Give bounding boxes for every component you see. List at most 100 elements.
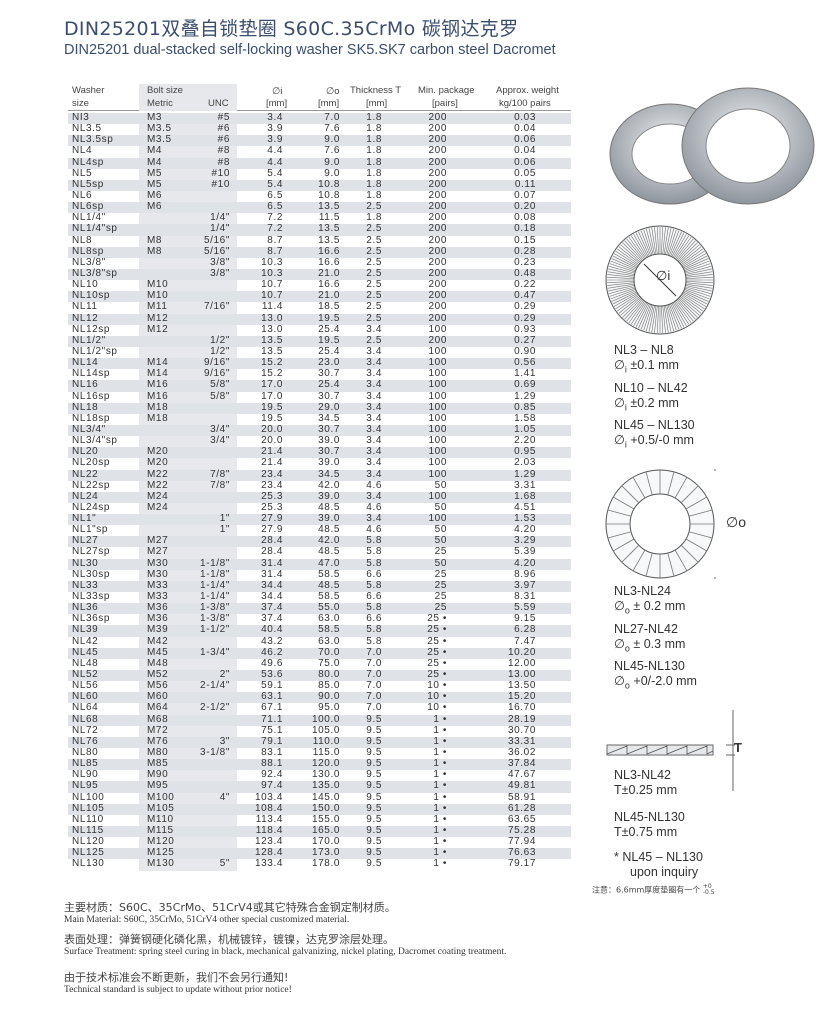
tolerance-range: NL10 – NL42 — [614, 380, 688, 395]
cell-outer-diameter: 165.0 — [311, 825, 340, 836]
cell-bolt-unc: 3-1/8" — [200, 747, 230, 759]
cell-washer-size: NL60 — [72, 691, 99, 703]
cell-min-package: 100 — [428, 513, 447, 525]
cell-inner-diameter: 37.4 — [261, 613, 283, 625]
cell-outer-diameter: 39.0 — [318, 435, 340, 447]
cell-washer-size: NL16 — [72, 379, 99, 391]
cell-bolt-unc: 3/8" — [210, 256, 230, 268]
cell-thickness: 5.8 — [366, 557, 382, 569]
cell-thickness: 7.0 — [366, 646, 382, 658]
cell-min-package: 50 — [434, 557, 447, 569]
cell-weight: 0.95 — [514, 446, 536, 458]
cell-washer-size: NL27sp — [72, 546, 111, 558]
cell-outer-diameter: 10.8 — [318, 189, 340, 201]
cell-thickness: 9.5 — [366, 858, 382, 870]
cell-weight: 0.85 — [514, 401, 536, 413]
inquiry-line2: upon inquiry — [630, 865, 699, 879]
cell-min-package: 200 — [428, 245, 447, 257]
cell-washer-size: NL56 — [72, 680, 99, 692]
table-row: NL56 M56 2-1/4" 59.1 85.0 7.0 10 • 13.50 — [68, 680, 571, 693]
cell-bolt-metric: M110 — [147, 813, 174, 825]
cell-outer-diameter: 47.0 — [318, 557, 340, 569]
cell-weight: 5.59 — [514, 602, 536, 614]
table-row: NL120 M120 123.4 170.0 9.5 1 • 77.94 — [68, 836, 571, 849]
cell-bolt-unc: 1-1/4" — [200, 591, 230, 603]
cell-thickness: 2.5 — [366, 245, 382, 257]
cell-thickness: 6.6 — [366, 591, 382, 603]
cell-washer-size: NL10 — [72, 279, 99, 291]
cell-washer-size: NL76 — [72, 735, 99, 747]
cell-bolt-metric: M24 — [147, 490, 169, 502]
cell-washer-size: NL72 — [72, 724, 99, 736]
cell-min-package: 200 — [428, 267, 447, 279]
cell-inner-diameter: 92.4 — [261, 769, 283, 781]
cell-bolt-unc: 9/16" — [203, 368, 230, 380]
cell-outer-diameter: 10.8 — [318, 178, 340, 190]
table-row: NL110 M110 113.4 155.0 9.5 1 • 63.65 — [68, 813, 571, 826]
table-row: NL4 M4 #8 4.4 7.6 1.8 200 0.04 — [68, 145, 571, 158]
table-header: Washer size Bolt size Metric UNC ∅i [mm]… — [68, 84, 571, 111]
cell-bolt-metric: M10 — [147, 290, 169, 302]
cell-washer-size: NL20 — [72, 446, 99, 458]
cell-bolt-unc: 9/16" — [203, 357, 230, 369]
cell-bolt-unc: 2-1/2" — [200, 702, 230, 714]
cell-min-package: 25 — [434, 546, 447, 558]
cell-outer-diameter: 13.5 — [318, 201, 340, 213]
material-cn: 主要材质：S60C、35CrMo、51CrV4或其它特殊合金钢定制材质。 — [64, 901, 396, 914]
cell-weight: 7.47 — [514, 635, 536, 647]
cell-washer-size: NL85 — [72, 758, 99, 770]
cell-min-package: 25 — [434, 579, 447, 591]
cell-thickness: 5.8 — [366, 635, 382, 647]
cell-bolt-unc: 1/4" — [210, 223, 230, 235]
cell-min-package: 25 — [434, 602, 447, 614]
cell-min-package: 25 • — [427, 657, 447, 669]
cell-bolt-metric: M12 — [147, 312, 169, 324]
cell-thickness: 3.4 — [366, 412, 382, 424]
cell-bolt-unc: 5/8" — [210, 390, 230, 402]
table-row: NL20sp M20 21.4 39.0 3.4 100 2.03 — [68, 457, 571, 470]
cell-inner-diameter: 27.9 — [261, 513, 283, 525]
cell-outer-diameter: 39.0 — [318, 490, 340, 502]
cell-min-package: 25 • — [427, 669, 447, 681]
cell-min-package: 100 — [428, 446, 447, 458]
cell-bolt-unc: #6 — [217, 134, 230, 146]
cell-washer-size: NL80 — [72, 747, 99, 759]
cell-outer-diameter: 19.5 — [318, 312, 340, 324]
cell-min-package: 200 — [428, 134, 447, 146]
tolerance-text: +0.5/-0 mm — [630, 433, 694, 447]
cell-weight: 75.28 — [507, 825, 536, 836]
tolerance-value: ∅o ± 0.3 mm — [614, 637, 697, 657]
cell-inner-diameter: 15.2 — [261, 368, 283, 380]
cell-washer-size: NL64 — [72, 702, 99, 714]
cell-min-package: 100 — [428, 357, 447, 369]
cell-washer-size: NL5 — [72, 167, 93, 179]
cell-inner-diameter: 34.4 — [261, 579, 283, 591]
page-title: DIN25201双叠自锁垫圈 S60C.35CrMo 碳钢达克罗 — [64, 18, 519, 40]
cell-inner-diameter: 6.5 — [267, 201, 283, 213]
cell-outer-diameter: 30.7 — [318, 390, 340, 402]
cell-outer-diameter: 48.5 — [318, 579, 340, 591]
tolerance-value: ∅o +0/-2.0 mm — [614, 674, 697, 694]
cell-bolt-metric: M3 — [147, 112, 163, 123]
cell-inner-diameter: 75.1 — [261, 724, 283, 736]
cell-bolt-unc: 4" — [219, 791, 230, 803]
cell-bolt-unc: 1-3/8" — [200, 613, 230, 625]
cell-min-package: 1 • — [433, 758, 447, 770]
cell-min-package: 200 — [428, 301, 447, 313]
cell-min-package: 100 — [428, 368, 447, 380]
cell-bolt-metric: M30 — [147, 568, 169, 580]
outer-diameter-diagram — [605, 469, 716, 579]
cell-inner-diameter: 8.7 — [267, 234, 283, 246]
cell-washer-size: NL14sp — [72, 368, 111, 380]
cell-bolt-unc: 1" — [219, 524, 230, 536]
cell-inner-diameter: 133.4 — [254, 858, 283, 870]
cell-bolt-metric: M18 — [147, 412, 169, 424]
cell-outer-diameter: 16.6 — [318, 256, 340, 268]
cell-thickness: 2.5 — [366, 334, 382, 346]
cell-washer-size: NL125 — [72, 847, 105, 859]
table-row: NL18sp M18 19.5 34.5 3.4 100 1.58 — [68, 412, 571, 425]
cell-outer-diameter: 130.0 — [311, 769, 340, 781]
cell-inner-diameter: 23.4 — [261, 468, 283, 480]
tolerance-text: ± 0.3 mm — [633, 636, 686, 651]
cell-weight: 0.47 — [514, 290, 536, 302]
